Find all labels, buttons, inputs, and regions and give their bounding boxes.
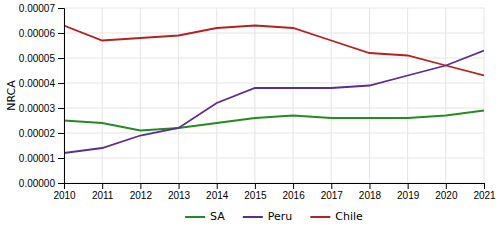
x-tick: 2016 xyxy=(282,183,305,201)
x-tick-mark xyxy=(217,183,218,189)
legend-item: Peru xyxy=(243,210,293,223)
y-tick-mark xyxy=(58,108,64,109)
legend-label: Chile xyxy=(335,210,363,223)
x-tick-label: 2015 xyxy=(244,190,267,201)
y-tick-mark xyxy=(58,33,64,34)
grid-line xyxy=(64,83,484,84)
y-tick-label: 0.00001 xyxy=(19,153,56,164)
x-tick: 2014 xyxy=(206,183,229,201)
x-tick-label: 2019 xyxy=(397,190,420,201)
grid-line xyxy=(64,158,484,159)
x-tick-label: 2016 xyxy=(282,190,305,201)
x-tick-mark xyxy=(369,183,370,189)
x-tick: 2017 xyxy=(321,183,344,201)
y-tick: 0.00000 xyxy=(19,178,64,189)
x-tick-label: 2018 xyxy=(359,190,382,201)
x-tick-mark xyxy=(293,183,294,189)
plot: 2010 2011 2012 2013 2014 2015 2016 2017 2018 2019… xyxy=(19,3,496,201)
x-tick-mark xyxy=(140,183,141,189)
x-tick-label: 2020 xyxy=(435,190,458,201)
y-tick-mark xyxy=(58,183,64,184)
x-tick-label: 2010 xyxy=(53,190,76,201)
x-tick-mark xyxy=(331,183,332,189)
x-tick-label: 2012 xyxy=(130,190,153,201)
y-tick-label: 0.00003 xyxy=(19,103,56,114)
y-tick-mark xyxy=(58,158,64,159)
x-axis-line xyxy=(65,184,485,190)
legend-swatch xyxy=(185,216,205,218)
legend-label: Peru xyxy=(268,210,293,223)
x-tick: 2013 xyxy=(168,183,191,201)
x-tick: 2012 xyxy=(130,183,153,201)
x-axis: 2010 2011 2012 2013 2014 2015 2016 2017 2018 2019… xyxy=(53,183,496,201)
series-line xyxy=(64,26,484,76)
legend-item: SA xyxy=(185,210,225,223)
legend-item: Chile xyxy=(310,210,363,223)
y-tick: 0.00005 xyxy=(19,53,64,64)
legend-swatch xyxy=(310,216,330,218)
y-tick: 0.00004 xyxy=(19,78,64,89)
y-tick: 0.00007 xyxy=(19,3,64,14)
x-tick: 2015 xyxy=(244,183,267,201)
legend-label: SA xyxy=(210,210,225,223)
grid-line xyxy=(407,8,408,183)
y-axis-line xyxy=(58,9,65,184)
grid-line xyxy=(331,8,332,183)
y-tick-label: 0.00006 xyxy=(19,28,56,39)
y-axis: 0.00000 0.00001 0.00002 0.00003 0.00004 0.000… xyxy=(19,3,65,189)
x-tick-mark xyxy=(484,183,485,189)
y-tick-mark xyxy=(58,83,64,84)
y-tick-mark xyxy=(58,8,64,9)
x-tick-mark xyxy=(408,183,409,189)
y-tick: 0.00006 xyxy=(19,28,64,39)
grid-line xyxy=(178,8,179,183)
y-tick-label: 0.00005 xyxy=(19,53,56,64)
grid xyxy=(64,8,484,183)
x-tick: 2019 xyxy=(397,183,420,201)
grid-line xyxy=(102,8,103,183)
x-tick-mark xyxy=(446,183,447,189)
lines xyxy=(64,26,484,154)
y-tick: 0.00002 xyxy=(19,128,64,139)
series-line xyxy=(64,51,484,154)
x-tick: 2021 xyxy=(473,183,496,201)
x-tick-label: 2014 xyxy=(206,190,229,201)
grid-line xyxy=(140,8,141,183)
y-tick-mark xyxy=(58,58,64,59)
y-tick-mark xyxy=(58,133,64,134)
x-tick-label: 2021 xyxy=(473,190,496,201)
grid-line xyxy=(254,8,255,183)
grid-line xyxy=(484,8,485,183)
y-tick-label: 0.00004 xyxy=(19,78,56,89)
x-tick: 2010 xyxy=(53,183,76,201)
series-line xyxy=(64,111,484,131)
y-tick: 0.00001 xyxy=(19,153,64,164)
x-tick: 2020 xyxy=(435,183,458,201)
grid-line xyxy=(445,8,446,183)
y-tick-label: 0.00007 xyxy=(19,3,56,14)
grid-line xyxy=(64,133,484,134)
grid-line xyxy=(293,8,294,183)
x-tick-mark xyxy=(102,183,103,189)
chart: 2010 2011 2012 2013 2014 2015 2016 2017 2018 2019… xyxy=(0,0,500,229)
x-tick-mark xyxy=(179,183,180,189)
y-tick-label: 0.00002 xyxy=(19,128,56,139)
y-axis-title: NRCA xyxy=(5,80,18,111)
grid-line xyxy=(64,108,484,109)
x-tick-label: 2017 xyxy=(321,190,344,201)
x-tick: 2011 xyxy=(92,183,114,201)
x-tick-label: 2013 xyxy=(168,190,191,201)
y-tick: 0.00003 xyxy=(19,103,64,114)
y-tick-label: 0.00000 xyxy=(19,178,56,189)
grid-line xyxy=(369,8,370,183)
legend-swatch xyxy=(243,216,263,218)
legend: SA Peru Chile xyxy=(185,210,363,223)
grid-line xyxy=(64,33,484,34)
grid-line xyxy=(64,8,484,9)
x-tick: 2018 xyxy=(359,183,382,201)
grid-line xyxy=(216,8,217,183)
x-tick-mark xyxy=(255,183,256,189)
x-tick-label: 2011 xyxy=(92,190,114,201)
